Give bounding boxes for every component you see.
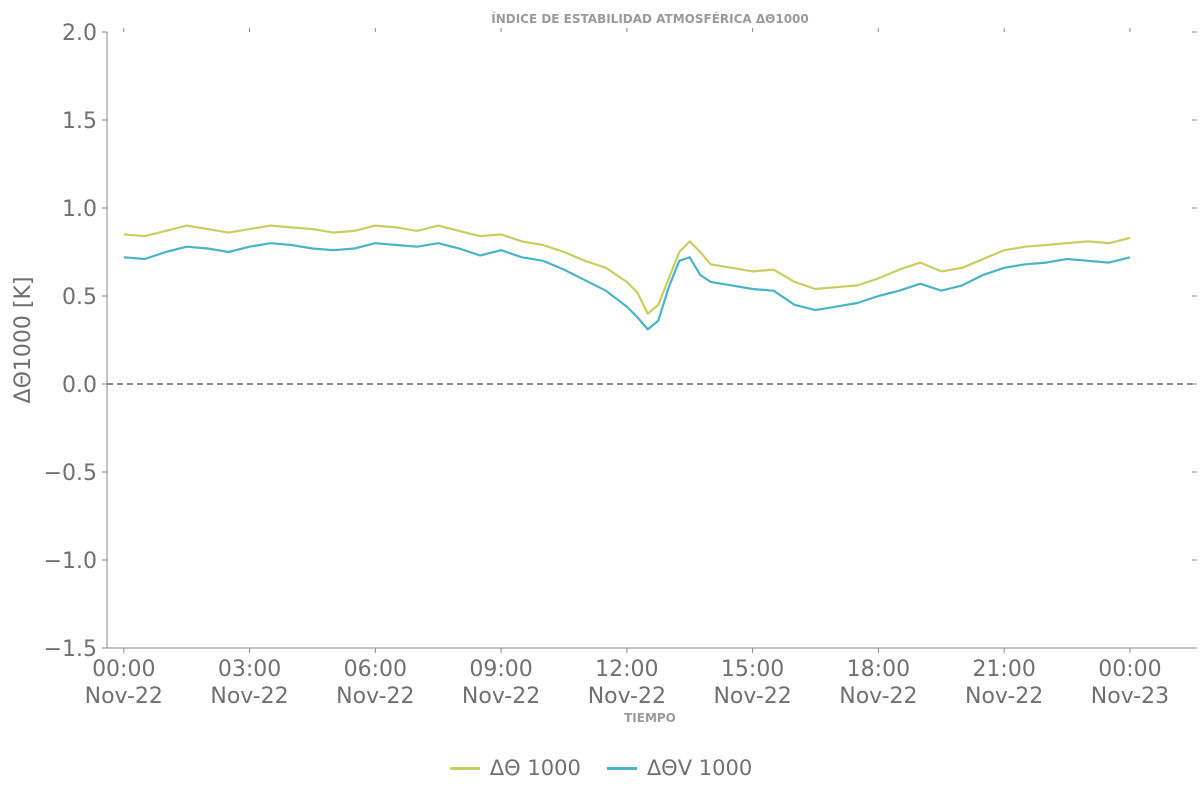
y-tick-label: −1.5 <box>44 637 97 662</box>
series-group <box>123 224 1131 331</box>
x-tick-date: Nov-22 <box>85 684 163 709</box>
x-tick-time: 18:00 <box>847 657 910 682</box>
x-tick-date: Nov-22 <box>839 684 917 709</box>
x-tick-date: Nov-22 <box>965 684 1043 709</box>
legend-swatch-dtheta <box>449 766 480 770</box>
y-tick-label: 2.0 <box>62 21 97 46</box>
y-tick-label: −0.5 <box>44 461 97 486</box>
x-tick-time: 03:00 <box>218 657 281 682</box>
x-tick-time: 00:00 <box>1098 657 1161 682</box>
series-line-dthetav <box>123 242 1131 331</box>
x-tick-time: 15:00 <box>721 657 784 682</box>
x-axis-ticks: 00:00Nov-2203:00Nov-2206:00Nov-2209:00No… <box>85 28 1169 709</box>
y-tick-label: 0.5 <box>62 285 97 310</box>
x-tick-date: Nov-22 <box>588 684 666 709</box>
legend-label-dtheta: ΔΘ 1000 <box>489 756 581 780</box>
x-tick-date: Nov-22 <box>336 684 414 709</box>
y-tick-label: 0.0 <box>62 373 97 398</box>
x-tick-date: Nov-22 <box>462 684 540 709</box>
x-tick-time: 00:00 <box>92 657 155 682</box>
x-tick-date: Nov-23 <box>1091 684 1169 709</box>
chart-title: ÍNDICE DE ESTABILIDAD ATMOSFÉRICA ΔΘ1000 <box>491 11 809 26</box>
legend: ΔΘ 1000 ΔΘV 1000 <box>0 756 1202 780</box>
y-tick-label: 1.5 <box>62 109 97 134</box>
x-tick-date: Nov-22 <box>210 684 288 709</box>
y-axis-ticks: 2.0 1.5 1.0 0.5 0.0 −0.5 −1.0 −1.5 <box>44 21 1197 662</box>
legend-label-dthetav: ΔΘV 1000 <box>646 756 753 780</box>
x-tick-date: Nov-22 <box>713 684 791 709</box>
x-axis-label: TIEMPO <box>624 711 676 725</box>
y-tick-label: −1.0 <box>44 549 97 574</box>
x-tick-time: 21:00 <box>972 657 1035 682</box>
x-tick-time: 12:00 <box>595 657 658 682</box>
legend-item-dtheta: ΔΘ 1000 <box>449 756 581 780</box>
legend-item-dthetav: ΔΘV 1000 <box>606 756 753 780</box>
y-tick-label: 1.0 <box>62 197 97 222</box>
axes <box>106 32 1197 649</box>
series-line-dtheta <box>123 224 1131 315</box>
legend-swatch-dthetav <box>606 766 637 770</box>
y-axis-label: ΔΘ1000 [K] <box>11 277 36 404</box>
x-tick-time: 06:00 <box>344 657 407 682</box>
x-tick-time: 09:00 <box>469 657 532 682</box>
